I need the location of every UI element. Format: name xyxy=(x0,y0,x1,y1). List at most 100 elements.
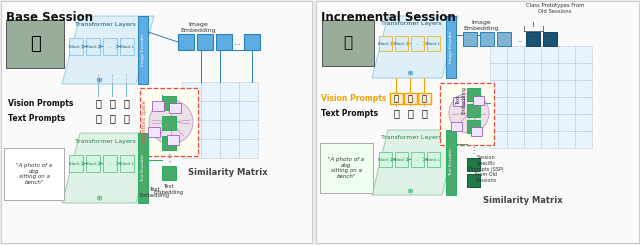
FancyBboxPatch shape xyxy=(446,130,456,195)
Text: 🔥: 🔥 xyxy=(109,113,115,123)
FancyBboxPatch shape xyxy=(322,20,374,66)
Text: Vision Prompts: Vision Prompts xyxy=(8,98,74,108)
Text: Block 1: Block 1 xyxy=(69,161,83,166)
FancyBboxPatch shape xyxy=(524,114,541,131)
FancyBboxPatch shape xyxy=(182,139,201,158)
FancyBboxPatch shape xyxy=(162,96,176,110)
FancyBboxPatch shape xyxy=(575,131,592,148)
FancyBboxPatch shape xyxy=(497,32,511,46)
Polygon shape xyxy=(62,133,154,203)
Text: Image Encoder: Image Encoder xyxy=(141,34,145,66)
Text: 🔥: 🔥 xyxy=(408,94,413,103)
Text: 🔥: 🔥 xyxy=(109,98,115,108)
FancyBboxPatch shape xyxy=(473,96,484,105)
FancyBboxPatch shape xyxy=(404,93,417,104)
FancyBboxPatch shape xyxy=(471,127,482,136)
FancyBboxPatch shape xyxy=(490,97,507,114)
Text: Block 2: Block 2 xyxy=(86,161,100,166)
FancyBboxPatch shape xyxy=(524,80,541,97)
Text: "A photo of a
dog
sitting on a
bench": "A photo of a dog sitting on a bench" xyxy=(16,163,52,185)
FancyBboxPatch shape xyxy=(467,120,480,133)
FancyBboxPatch shape xyxy=(167,135,179,145)
Text: ⋮: ⋮ xyxy=(164,153,174,163)
FancyBboxPatch shape xyxy=(575,114,592,131)
Text: Block 1: Block 1 xyxy=(378,158,393,161)
Text: 🔥: 🔥 xyxy=(123,98,129,108)
FancyBboxPatch shape xyxy=(182,101,201,120)
FancyBboxPatch shape xyxy=(239,82,258,101)
Text: Transformer Layers: Transformer Layers xyxy=(75,139,136,144)
FancyBboxPatch shape xyxy=(220,139,239,158)
FancyBboxPatch shape xyxy=(1,1,312,243)
Text: Block 1: Block 1 xyxy=(69,45,83,49)
FancyBboxPatch shape xyxy=(201,101,220,120)
Text: ❄: ❄ xyxy=(406,69,413,77)
FancyBboxPatch shape xyxy=(162,166,176,180)
Text: Transformer Layers: Transformer Layers xyxy=(75,22,136,27)
Text: Class Prototypes From
Old Sessions: Class Prototypes From Old Sessions xyxy=(526,3,584,14)
Text: Transformer Layers: Transformer Layers xyxy=(381,21,442,26)
FancyBboxPatch shape xyxy=(558,46,575,63)
Text: Session
Specific
Prompts (SSP)
From Old
Sessions: Session Specific Prompts (SSP) From Old … xyxy=(468,155,503,183)
FancyBboxPatch shape xyxy=(239,139,258,158)
Text: ❄: ❄ xyxy=(95,194,102,203)
FancyBboxPatch shape xyxy=(541,46,558,63)
FancyBboxPatch shape xyxy=(138,16,148,84)
FancyBboxPatch shape xyxy=(169,103,181,113)
FancyBboxPatch shape xyxy=(480,32,494,46)
FancyBboxPatch shape xyxy=(541,131,558,148)
FancyBboxPatch shape xyxy=(526,32,540,46)
Text: Image
Embedding: Image Embedding xyxy=(463,20,499,31)
FancyBboxPatch shape xyxy=(390,93,403,104)
FancyBboxPatch shape xyxy=(4,148,64,200)
FancyBboxPatch shape xyxy=(575,80,592,97)
FancyBboxPatch shape xyxy=(451,122,462,131)
FancyBboxPatch shape xyxy=(197,34,213,50)
Text: Similarity Matrix: Similarity Matrix xyxy=(483,196,563,205)
Text: 🔥: 🔥 xyxy=(123,113,129,123)
Text: 🔥: 🔥 xyxy=(408,108,413,118)
FancyBboxPatch shape xyxy=(140,88,198,156)
FancyBboxPatch shape xyxy=(411,36,424,51)
Polygon shape xyxy=(372,16,458,78)
FancyBboxPatch shape xyxy=(467,174,480,187)
FancyBboxPatch shape xyxy=(316,1,639,243)
FancyBboxPatch shape xyxy=(541,80,558,97)
FancyBboxPatch shape xyxy=(411,152,424,167)
FancyBboxPatch shape xyxy=(541,114,558,131)
Text: 🔥: 🔥 xyxy=(95,113,101,123)
Text: Transformer Layers: Transformer Layers xyxy=(381,135,442,140)
Text: Block L: Block L xyxy=(426,158,440,161)
FancyBboxPatch shape xyxy=(69,38,83,55)
FancyBboxPatch shape xyxy=(543,32,557,46)
Text: Block 2: Block 2 xyxy=(86,45,100,49)
Text: ❄: ❄ xyxy=(406,186,413,196)
FancyBboxPatch shape xyxy=(178,34,194,50)
Text: "A photo of a
dog
sitting on a
bench": "A photo of a dog sitting on a bench" xyxy=(328,157,364,179)
FancyBboxPatch shape xyxy=(524,46,541,63)
Text: 🔥: 🔥 xyxy=(422,108,428,118)
FancyBboxPatch shape xyxy=(239,101,258,120)
Text: 🔥: 🔥 xyxy=(422,94,427,103)
FancyBboxPatch shape xyxy=(507,63,524,80)
FancyBboxPatch shape xyxy=(152,101,164,111)
FancyBboxPatch shape xyxy=(558,63,575,80)
FancyBboxPatch shape xyxy=(490,131,507,148)
Text: ...: ... xyxy=(108,161,112,166)
FancyBboxPatch shape xyxy=(490,63,507,80)
FancyBboxPatch shape xyxy=(446,16,456,78)
FancyBboxPatch shape xyxy=(182,120,201,139)
FancyBboxPatch shape xyxy=(320,143,373,193)
Text: 🔥: 🔥 xyxy=(394,94,399,103)
FancyBboxPatch shape xyxy=(507,131,524,148)
Text: Text
Embedding: Text Embedding xyxy=(456,86,467,114)
FancyBboxPatch shape xyxy=(541,63,558,80)
FancyBboxPatch shape xyxy=(220,82,239,101)
FancyBboxPatch shape xyxy=(427,36,440,51)
Text: Block L: Block L xyxy=(120,161,134,166)
FancyBboxPatch shape xyxy=(453,97,464,106)
FancyBboxPatch shape xyxy=(244,34,260,50)
Text: Vision Prompts: Vision Prompts xyxy=(321,94,387,102)
Text: ...: ... xyxy=(415,158,419,161)
Text: ...: ... xyxy=(233,37,241,47)
